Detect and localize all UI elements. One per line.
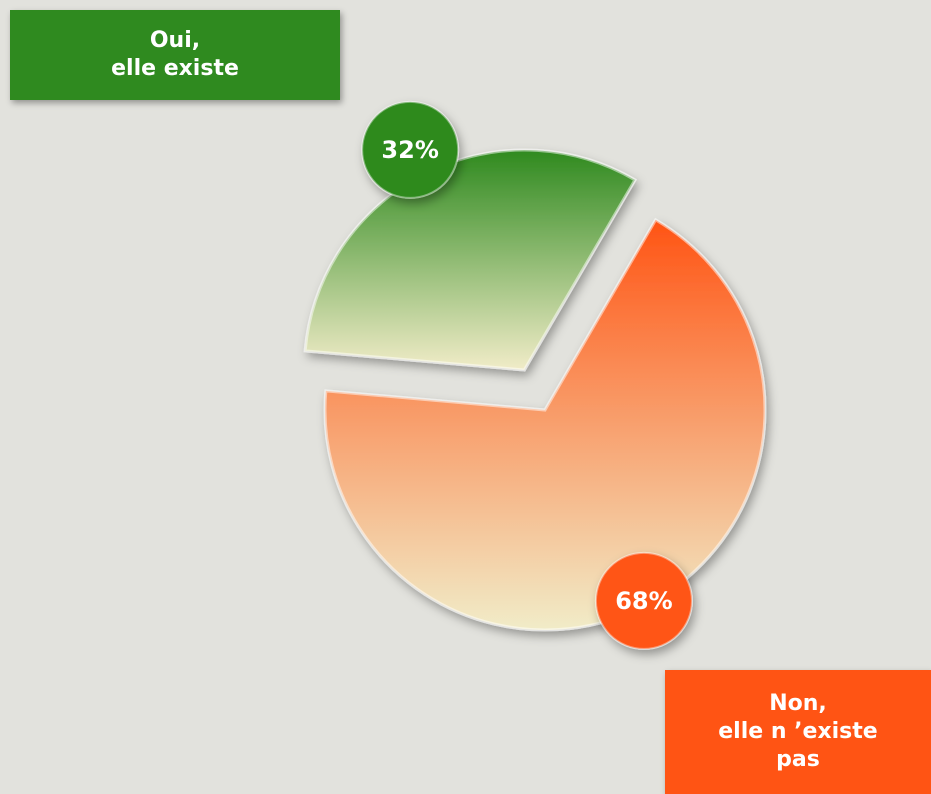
pie-slice [303,148,638,372]
legend-entry: Oui, elle existe [10,10,340,100]
legend-entry: Non, elle n ’existe pas [665,670,931,794]
data-label: 68% [615,587,672,615]
value-badge [594,551,693,650]
data-label: 32% [381,136,438,164]
value-badge [361,100,460,199]
